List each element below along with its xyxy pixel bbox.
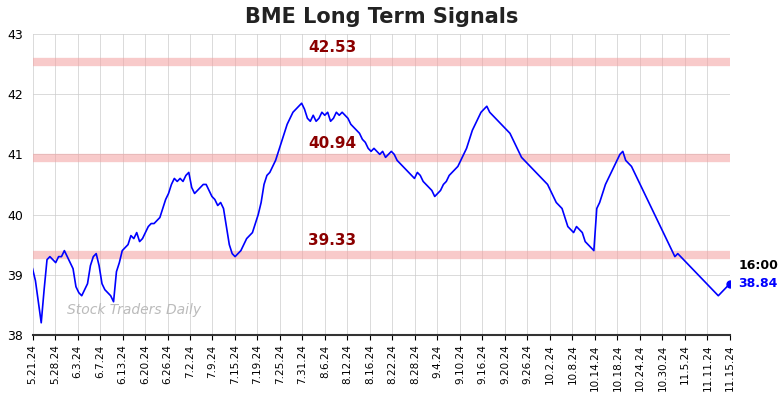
Text: 42.53: 42.53	[308, 40, 357, 55]
Text: 40.94: 40.94	[308, 136, 357, 151]
Text: Stock Traders Daily: Stock Traders Daily	[67, 303, 201, 317]
Text: 39.33: 39.33	[308, 232, 357, 248]
Text: 38.84: 38.84	[739, 277, 778, 290]
Title: BME Long Term Signals: BME Long Term Signals	[245, 7, 518, 27]
Text: 16:00: 16:00	[739, 259, 779, 271]
